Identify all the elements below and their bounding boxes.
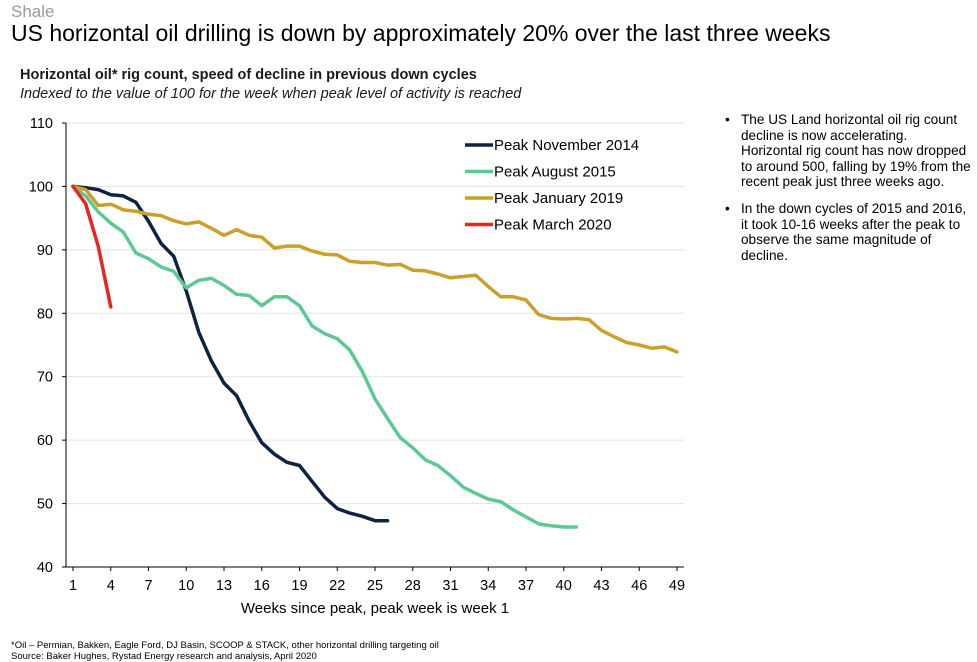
series-line — [71, 184, 579, 529]
footnote: *Oil – Permian, Bakken, Eagle Ford, DJ B… — [11, 640, 439, 651]
x-tick-label: 22 — [329, 578, 345, 594]
bullet-icon: • — [725, 200, 730, 216]
commentary-item: • In the down cycles of 2015 and 2016, i… — [722, 201, 972, 263]
x-tick-label: 25 — [367, 578, 383, 594]
chart-title: Horizontal oil* rig count, speed of decl… — [20, 67, 477, 83]
y-tick-label: 50 — [37, 497, 53, 513]
x-tick-label: 49 — [669, 578, 685, 594]
x-tick-label: 46 — [631, 578, 647, 594]
x-tick-label: 40 — [556, 578, 572, 594]
series-line — [71, 184, 113, 309]
series-line — [71, 184, 390, 523]
y-tick-label: 110 — [30, 116, 53, 132]
y-tick-label: 40 — [37, 560, 53, 576]
commentary-text: In the down cycles of 2015 and 2016, it … — [741, 200, 967, 263]
x-tick-label: 4 — [107, 578, 115, 594]
x-tick-label: 16 — [254, 578, 270, 594]
source-note: Source: Baker Hughes, Rystad Energy rese… — [11, 651, 317, 662]
x-axis-label: Weeks since peak, peak week is week 1 — [241, 600, 509, 617]
page-headline: US horizontal oil drilling is down by ap… — [11, 20, 831, 46]
y-tick-label: 60 — [37, 433, 53, 449]
legend-label: Peak August 2015 — [494, 164, 616, 181]
x-tick-label: 10 — [178, 578, 194, 594]
series-line — [71, 184, 679, 354]
y-tick-label: 70 — [37, 370, 53, 386]
x-tick-label: 28 — [405, 578, 421, 594]
legend-label: Peak March 2020 — [494, 217, 612, 234]
chart-subtitle: Indexed to the value of 100 for the week… — [20, 86, 522, 102]
commentary-item: • The US Land horizontal oil rig count d… — [722, 112, 972, 190]
x-tick-label: 7 — [144, 578, 152, 594]
legend-label: Peak January 2019 — [494, 190, 623, 207]
x-tick-label: 19 — [291, 578, 307, 594]
x-tick-label: 31 — [442, 578, 458, 594]
legend-label: Peak November 2014 — [494, 137, 639, 154]
y-tick-label: 80 — [37, 306, 53, 322]
commentary-text: The US Land horizontal oil rig count dec… — [741, 112, 971, 190]
y-tick-label: 100 — [29, 179, 53, 195]
section-label: Shale — [11, 2, 55, 21]
x-tick-label: 13 — [216, 578, 232, 594]
bullet-icon: • — [725, 112, 730, 127]
x-tick-label: 1 — [69, 578, 77, 594]
x-tick-label: 37 — [518, 578, 534, 594]
x-tick-label: 34 — [480, 578, 496, 594]
y-tick-label: 90 — [37, 243, 53, 259]
commentary-list: • The US Land horizontal oil rig count d… — [722, 112, 972, 274]
x-tick-label: 43 — [593, 578, 609, 594]
